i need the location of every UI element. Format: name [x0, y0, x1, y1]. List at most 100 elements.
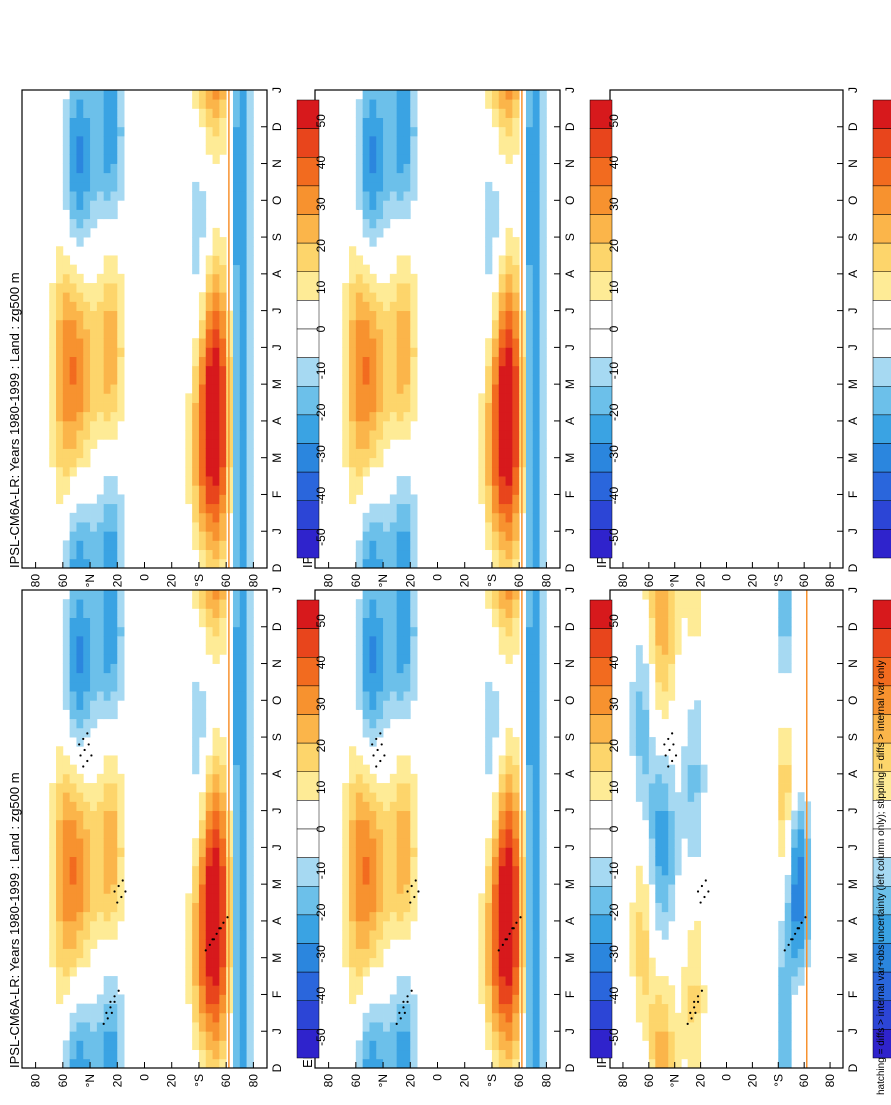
heatmap-cell [410, 181, 418, 192]
heatmap-cell [369, 681, 377, 692]
heatmap-cell [694, 939, 702, 949]
heatmap-cell [56, 384, 64, 394]
heatmap-cell [383, 522, 391, 532]
heatmap-cell [512, 976, 520, 986]
heatmap-cell [96, 1031, 105, 1041]
heatmap-cell [478, 985, 486, 995]
heatmap-cell [185, 476, 193, 486]
heatmap-cell [648, 819, 656, 830]
heatmap-cell [212, 402, 220, 413]
heatmap-cell [192, 374, 200, 385]
stipple-dot [693, 1000, 696, 1003]
heatmap-cell [76, 911, 84, 922]
heatmap-cell [784, 902, 792, 913]
heatmap-cell [491, 709, 500, 720]
heatmap-cell [396, 590, 404, 600]
heatmap-cell [700, 783, 708, 793]
heatmap-cell [498, 402, 506, 413]
heatmap-cell [362, 264, 370, 275]
heatmap-cell [369, 727, 377, 738]
heatmap-cell [219, 957, 227, 968]
heatmap-cell [103, 273, 111, 284]
heatmap-cell [69, 856, 77, 867]
heatmap-cell [103, 200, 111, 210]
heatmap-cell [103, 292, 111, 302]
heatmap-cell [804, 865, 812, 876]
lat-tick-label: 20 [403, 574, 417, 588]
heatmap-cell [219, 737, 227, 747]
heatmap-cell [362, 1040, 370, 1051]
heatmap-cell [355, 135, 364, 146]
heatmap-cell [478, 957, 486, 968]
heatmap-cell [56, 948, 64, 959]
heatmap-cell [110, 874, 118, 885]
heatmap-cell [69, 681, 77, 692]
heatmap-cell [239, 99, 247, 109]
heatmap-cell [532, 801, 540, 812]
heatmap-cell [239, 439, 247, 449]
heatmap-cell [232, 301, 241, 312]
stipple-dot [410, 884, 413, 888]
heatmap-cell [362, 948, 370, 959]
heatmap-cell [797, 810, 805, 821]
heatmap-cell [49, 847, 57, 857]
heatmap-cell [219, 365, 227, 376]
heatmap-cell [219, 755, 227, 766]
heatmap-cell [635, 865, 643, 876]
heatmap-cell [403, 310, 411, 321]
heatmap-cell [232, 365, 241, 376]
heatmap-cell [396, 540, 404, 551]
heatmap-cell [342, 430, 350, 440]
heatmap-cell [642, 792, 650, 802]
heatmap-cell [532, 755, 540, 766]
heatmap-cell [56, 884, 64, 894]
heatmap-cell [232, 540, 241, 551]
stipple-dot [696, 890, 700, 893]
heatmap-cell [525, 920, 534, 931]
heatmap-cell [512, 420, 520, 431]
heatmap-cell [232, 1040, 241, 1051]
heatmap-cell [212, 558, 220, 569]
heatmap-cell [62, 448, 71, 459]
month-tick-label: M [563, 379, 577, 389]
heatmap-cell [478, 430, 486, 440]
heatmap-cell [49, 874, 57, 885]
heatmap-cell [655, 838, 663, 848]
heatmap-cell [110, 672, 118, 683]
heatmap-cell [512, 1058, 520, 1069]
heatmap-cell [76, 163, 84, 174]
heatmap-cell [110, 485, 118, 495]
month-tick-label: F [270, 991, 284, 998]
heatmap-cell [239, 374, 247, 385]
heatmap-cell [103, 145, 111, 155]
heatmap-cell [239, 466, 247, 477]
heatmap-cell [674, 1022, 682, 1032]
heatmap-cell [239, 590, 247, 600]
lat-tick-label: °N [668, 574, 682, 587]
heatmap-cell [389, 783, 398, 793]
lat-tick-label: 60 [349, 574, 363, 588]
heatmap-cell [110, 994, 118, 1005]
month-tick-label: D [846, 1063, 860, 1072]
heatmap-cell [83, 856, 91, 867]
heatmap-cell [103, 329, 111, 339]
heatmap-cell [784, 608, 792, 618]
heatmap-cell [117, 893, 125, 903]
heatmap-cell [396, 301, 404, 312]
heatmap-cell [791, 920, 799, 931]
heatmap-cell [532, 558, 540, 569]
heatmap-cell [246, 599, 254, 609]
heatmap-cell [90, 893, 98, 903]
month-tick-label: D [270, 1063, 284, 1072]
heatmap-cell [512, 301, 520, 312]
heatmap-cell [389, 338, 398, 348]
heatmap-cell [49, 347, 57, 357]
heatmap-cell [83, 503, 91, 514]
heatmap-cell [355, 645, 364, 655]
colorbar-label: -40 [607, 487, 621, 505]
heatmap-cell [498, 283, 506, 293]
heatmap-cell [539, 181, 547, 192]
heatmap-cell [83, 218, 91, 229]
month-tick-label: A [563, 917, 577, 925]
heatmap-cell [362, 838, 370, 848]
